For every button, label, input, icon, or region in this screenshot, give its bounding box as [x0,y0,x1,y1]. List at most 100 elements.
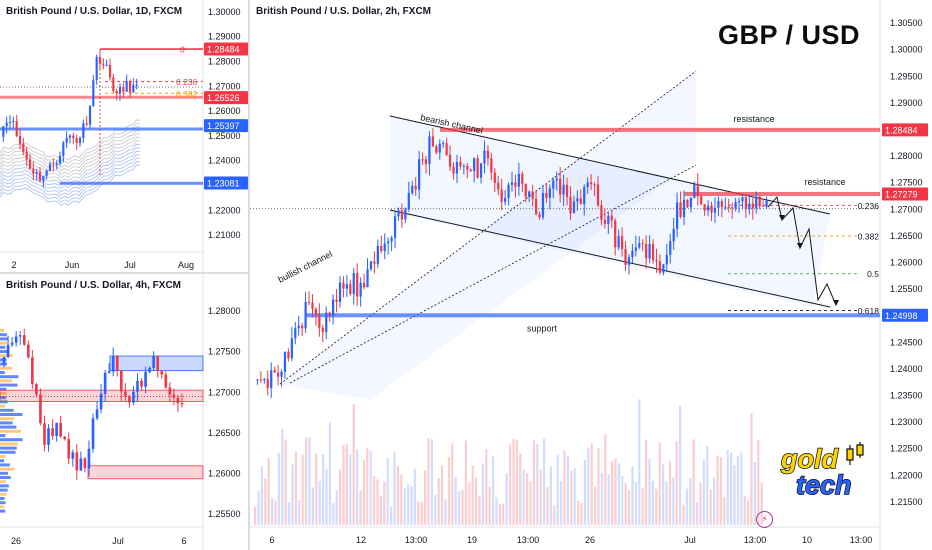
ma-ribbon-line [0,161,141,203]
h2-candle [669,241,672,255]
h4-candle [172,394,176,398]
volume-bar [420,502,423,525]
main-y-tick: 1.24500 [890,337,923,347]
goldtech-logo: gold tech [778,442,866,501]
daily-candle [28,159,32,169]
volume-bar [413,468,416,525]
volume-bar [662,464,665,525]
h2-candle [435,146,438,153]
volume-profile-bar [0,425,17,429]
main-y-tick: 1.23500 [890,390,923,400]
main-x-tick: 13:00 [850,535,873,545]
h2-candle [689,197,692,208]
volume-profile-bar [0,408,14,412]
volume-profile-bar [0,345,6,349]
panel-divider-horizontal[interactable] [0,272,248,274]
volume-bar [685,488,688,525]
fib-level-label: 0.236 [858,201,880,211]
h4-candle [18,335,22,337]
h2-candle [448,154,452,167]
h4-candle [67,439,71,459]
daily-chart-panel[interactable]: 0 0.236 0.382 1.30000 1.29000 1.28000 1.27000 1… [0,0,248,272]
volume-bar [753,462,756,525]
volume-bar [607,474,610,525]
volume-profile-bar [0,429,22,433]
main-chart-panel[interactable]: resistance resistance support 0.236 0.382 0.5… [250,0,932,550]
h4-candle [22,335,26,345]
volume-bar [481,463,484,525]
volume-bar [359,490,362,525]
h4-candle [83,458,87,469]
h2-candle [421,159,424,161]
h2-candle [665,254,668,265]
volume-bar [301,454,304,525]
h2-candle [335,299,338,302]
daily-candle [112,77,115,92]
volume-bar [315,453,318,525]
h2-candle [263,379,266,381]
h4-candle [119,370,123,392]
h2-candle [270,370,273,389]
h2-candle [555,178,558,181]
h4-candle [26,344,30,358]
volume-bar [621,475,624,525]
volume-profile-bar [0,505,5,509]
daily-candle [58,155,62,164]
h2-candle [762,205,765,207]
h2-candle [369,261,373,270]
daily-y-tick: 1.30000 [208,7,241,17]
volume-bar [407,484,410,525]
h4-candle [51,428,54,436]
main-y-tick: 1.23000 [890,417,923,427]
h4-candle [10,342,14,345]
volume-bar [730,452,733,525]
main-y-tick: 1.21500 [890,497,923,507]
h4-candle [103,372,107,394]
volume-bar [577,501,580,525]
h2-candle [314,308,318,315]
daily-candle [78,137,82,143]
lightning-icon[interactable]: ⚡ [756,511,773,528]
volume-profile-bar [0,497,5,500]
main-y-tick: 1.25500 [890,284,923,294]
fib-level-label: 0.5 [867,269,879,279]
volume-bar [713,477,716,525]
volume-bar [560,481,563,525]
h4-candle [39,394,42,424]
h2-candle [524,183,527,197]
h4-chart-panel[interactable]: 1.28000 1.27500 1.27000 1.26500 1.26000 1.255… [0,274,248,550]
fib-label: 0 [180,45,185,55]
volume-bar [339,468,342,525]
h4-x-tick: 26 [11,536,21,546]
h2-candle [352,273,355,294]
h2-candle [311,302,314,309]
volume-profile-bar [0,337,8,341]
volume-profile-bar [0,467,15,471]
volume-profile-bar [0,392,7,395]
h2-candle [713,207,717,213]
h4-chart-svg[interactable]: 1.28000 1.27500 1.27000 1.26500 1.26000 1.255… [0,274,248,550]
volume-bar [699,482,702,525]
volume-bar [383,481,386,525]
svg-text:tech: tech [796,470,852,500]
volume-bar [352,404,355,525]
main-y-tick: 1.22500 [890,444,923,454]
daily-candle [45,170,48,176]
h2-candle [741,197,744,202]
h4-candle [128,395,131,403]
volume-bar [322,454,325,525]
volume-profile-bar [0,509,6,513]
h2-candle [424,159,428,164]
volume-bar [604,434,607,525]
volume-profile-bar [0,350,9,353]
volume-bar [468,482,471,525]
h2-candle [490,158,493,173]
main-chart-svg[interactable]: resistance resistance support 0.236 0.382 0.5… [250,0,932,550]
daily-chart-svg[interactable]: 0 0.236 0.382 1.30000 1.29000 1.28000 1.27000 1… [0,0,248,272]
main-y-tick: 1.26000 [890,258,923,268]
h2-candle [610,215,613,221]
projection-arrow [779,215,785,221]
panel-divider-vertical[interactable] [248,0,250,550]
volume-bar [434,495,437,525]
volume-profile-bar [0,446,17,450]
